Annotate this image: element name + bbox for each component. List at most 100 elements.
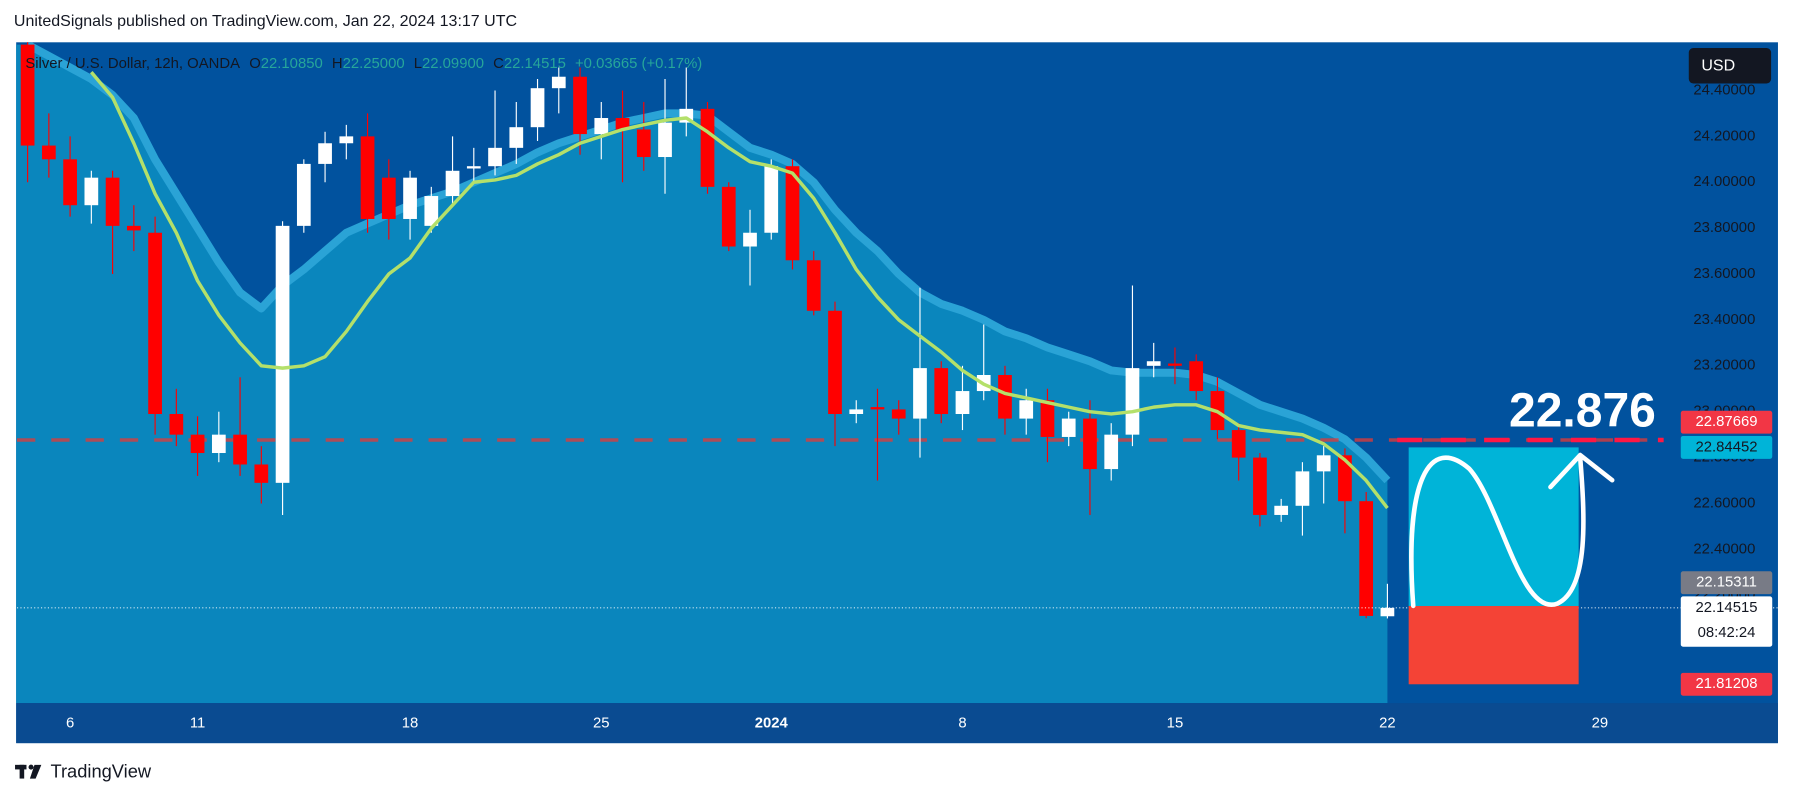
- target-zone: [1408, 447, 1579, 607]
- y-tick-label: 24.20000: [1693, 128, 1755, 144]
- candle-body: [105, 177, 120, 226]
- currency-button[interactable]: [1688, 48, 1772, 84]
- candle-body: [594, 118, 609, 135]
- x-tick-label: 22: [1379, 716, 1396, 732]
- legend-symbol: Silver / U.S. Dollar, 12h, OANDA: [25, 56, 240, 72]
- price-tag: [1680, 410, 1773, 434]
- hand-drawn-arrow: [1409, 452, 1615, 609]
- candle-body: [913, 368, 927, 419]
- price-tag-label: 22.15311: [1696, 575, 1757, 591]
- candle-body: [1061, 418, 1076, 437]
- x-tick-label: 25: [593, 716, 610, 732]
- candle-body: [20, 44, 35, 146]
- x-tick-label: 2024: [755, 716, 789, 732]
- candle-body: [1125, 368, 1140, 435]
- price-tag: [1680, 596, 1773, 647]
- candle-body: [1231, 430, 1246, 458]
- y-tick-label: 23.20000: [1693, 358, 1755, 374]
- candle-body: [998, 374, 1012, 419]
- candle-body: [891, 409, 906, 419]
- price-tag: [1680, 435, 1773, 459]
- y-tick-label: 23.80000: [1693, 220, 1755, 236]
- y-tick-label: 24.00000: [1693, 174, 1755, 190]
- x-tick-label: 15: [1167, 716, 1184, 732]
- candle-body: [424, 196, 439, 226]
- candle-body: [381, 177, 396, 219]
- legend-value: 22.25000: [343, 56, 405, 72]
- price-tag: [1680, 571, 1773, 595]
- candle-body: [148, 232, 162, 415]
- candle-body: [1295, 471, 1310, 506]
- y-tick-label: 24.40000: [1693, 82, 1755, 98]
- candle-body: [1189, 361, 1204, 392]
- x-tick-label: 29: [1592, 716, 1609, 732]
- price-tag-label: 21.81208: [1696, 676, 1758, 692]
- plot-area: [16, 42, 1664, 704]
- candle-body: [211, 434, 226, 454]
- candle-body: [615, 118, 630, 130]
- x-tick-label: 18: [402, 716, 419, 732]
- candle-body: [63, 159, 77, 206]
- candle-body: [934, 368, 949, 415]
- candle-body: [1380, 607, 1395, 617]
- candle-body: [360, 136, 375, 219]
- y-tick-label: 22.60000: [1693, 495, 1755, 511]
- footer-brand: TradingView: [50, 761, 151, 782]
- candle-body: [551, 76, 566, 89]
- price-tag-label: 22.87669: [1696, 414, 1758, 430]
- candle-body: [1168, 363, 1182, 366]
- candle-body: [828, 310, 842, 415]
- legend-value: 22.09900: [422, 56, 484, 72]
- legend-key: H: [332, 56, 343, 72]
- legend-key: C: [493, 56, 504, 72]
- candle-body: [126, 225, 141, 231]
- candle-body: [296, 163, 311, 226]
- candle-body: [743, 232, 757, 247]
- candle-body: [1104, 434, 1119, 470]
- candle-body: [190, 434, 205, 454]
- candle-body: [721, 186, 736, 247]
- ma-area: [16, 44, 1388, 704]
- countdown-label: 08:42:24: [1698, 625, 1756, 641]
- price-tag-label: 22.84452: [1696, 439, 1758, 455]
- stop-zone: [1408, 606, 1579, 685]
- x-tick-label: 11: [190, 716, 205, 732]
- candle-body: [806, 260, 821, 311]
- x-tick-label: 8: [958, 716, 966, 732]
- candle-body: [84, 177, 99, 206]
- candle-body: [849, 409, 864, 415]
- candle-body: [1274, 505, 1289, 515]
- candle-body: [466, 166, 481, 169]
- price-annotation: 22.876: [1509, 385, 1656, 438]
- candle-body: [488, 147, 502, 167]
- candle-body: [573, 76, 587, 135]
- y-tick-label: 23.60000: [1693, 266, 1755, 282]
- candle-body: [1083, 418, 1097, 470]
- candle-body: [275, 225, 290, 483]
- candle-body: [1359, 501, 1374, 616]
- tradingview-logo: [15, 764, 42, 779]
- candle-body: [870, 407, 885, 410]
- legend-value: 22.14515: [504, 56, 566, 72]
- candle-body: [1253, 457, 1267, 515]
- candle-body: [1040, 400, 1055, 437]
- ema-line: [89, 71, 1389, 510]
- candle-body: [700, 108, 715, 187]
- currency-label: USD: [1701, 58, 1735, 75]
- x-tick-label: 6: [66, 716, 74, 732]
- price-tag-label: 22.14515: [1696, 600, 1758, 616]
- candle-body: [254, 464, 269, 483]
- candle-body: [318, 143, 332, 164]
- candle-body: [658, 122, 672, 158]
- symbol-legend: Silver / U.S. Dollar, 12h, OANDA O22.1085…: [25, 56, 702, 72]
- candle-body: [785, 166, 800, 261]
- price-tag: [1680, 672, 1773, 696]
- candle-body: [233, 434, 247, 465]
- candle-body: [764, 166, 779, 233]
- candle-body: [445, 170, 460, 197]
- overlay: 22.87661118252024815222922.0000022.20000…: [16, 48, 1778, 732]
- candle-body: [339, 136, 354, 144]
- candle-body: [1316, 455, 1331, 472]
